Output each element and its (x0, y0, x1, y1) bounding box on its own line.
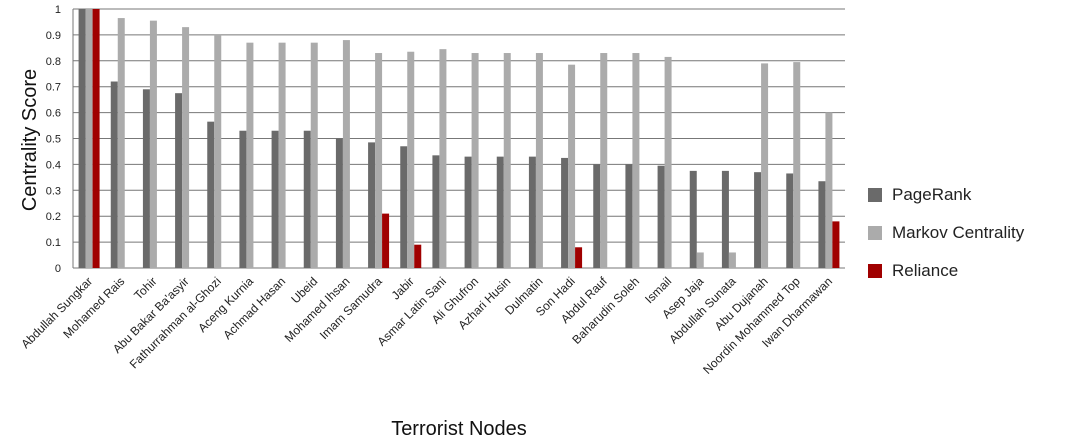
y-tick-label: 0.3 (46, 185, 61, 197)
y-tick-label: 0.5 (46, 134, 61, 146)
bar-markov-centrality (342, 40, 350, 268)
bar-pagerank (625, 164, 633, 268)
bar-pagerank (432, 155, 440, 268)
bar-pagerank (207, 121, 215, 268)
y-tick-label: 1 (55, 4, 61, 16)
bar-pagerank (142, 89, 150, 268)
bar-pagerank (528, 156, 536, 268)
bar-markov-centrality (214, 34, 222, 269)
bar-pagerank (368, 142, 376, 268)
bar-markov-centrality (439, 49, 447, 268)
bar-reliance (832, 221, 840, 268)
bar-pagerank (335, 138, 343, 268)
bar-markov-centrality (696, 252, 704, 268)
bar-pagerank (400, 146, 408, 268)
bar-pagerank (110, 81, 118, 269)
bar-markov-centrality (600, 53, 608, 268)
bar-pagerank (689, 170, 697, 268)
bar-reliance (414, 244, 422, 268)
legend-swatch (868, 188, 882, 202)
bar-pagerank (303, 130, 311, 268)
y-tick-label: 0.6 (46, 108, 61, 120)
bar-markov-centrality (407, 51, 415, 268)
y-tick-label: 0.9 (46, 30, 61, 42)
legend-item-markov: Markov Centrality (868, 214, 1024, 252)
bar-pagerank (786, 173, 794, 268)
bar-markov-centrality (761, 63, 769, 268)
x-tick-label: Tohir (131, 274, 159, 302)
bar-markov-centrality (568, 64, 576, 268)
bar-markov-centrality (825, 112, 833, 268)
y-tick-label: 0.2 (46, 211, 61, 223)
bar-pagerank (464, 156, 472, 268)
bar-markov-centrality (503, 53, 511, 268)
legend-item-reliance: Reliance (868, 252, 1024, 290)
bar-pagerank (78, 9, 86, 268)
y-tick-label: 0.7 (46, 82, 61, 94)
bar-markov-centrality (149, 20, 157, 269)
y-tick-label: 0.1 (46, 237, 61, 249)
bar-pagerank (721, 170, 729, 268)
bar-markov-centrality (535, 53, 543, 268)
y-axis-title: Centrality Score (19, 69, 41, 211)
x-tick-label: Jabir (389, 274, 417, 302)
bar-markov-centrality (182, 27, 190, 268)
bar-pagerank (496, 156, 504, 268)
bar-markov-centrality (793, 62, 801, 268)
bar-pagerank (239, 130, 247, 268)
bar-pagerank (754, 172, 762, 268)
bar-markov-centrality (117, 18, 125, 268)
bar-markov-centrality (246, 42, 254, 268)
bar-pagerank (271, 130, 279, 268)
bar-markov-centrality (471, 53, 479, 268)
legend: PageRank Markov Centrality Reliance (868, 176, 1024, 290)
y-tick-label: 0.4 (46, 159, 61, 171)
x-axis-title: Terrorist Nodes (391, 418, 527, 440)
bar-reliance (382, 213, 390, 268)
bar-pagerank (818, 181, 826, 268)
y-tick-label: 0.8 (46, 56, 61, 68)
bar-markov-centrality (632, 53, 640, 268)
legend-swatch (868, 226, 882, 240)
legend-item-pagerank: PageRank (868, 176, 1024, 214)
bar-reliance (575, 247, 583, 268)
legend-swatch (868, 264, 882, 278)
bar-markov-centrality (310, 42, 318, 268)
bar-pagerank (175, 93, 183, 268)
bar-markov-centrality (728, 252, 736, 268)
bar-pagerank (593, 164, 601, 268)
bar-pagerank (657, 165, 665, 268)
y-tick-label: 0 (55, 263, 61, 275)
bar-markov-centrality (278, 42, 286, 268)
bar-markov-centrality (85, 9, 93, 268)
bar-markov-centrality (375, 53, 383, 268)
bar-markov-centrality (664, 56, 672, 268)
bar-pagerank (561, 157, 569, 268)
bar-reliance (92, 9, 100, 268)
